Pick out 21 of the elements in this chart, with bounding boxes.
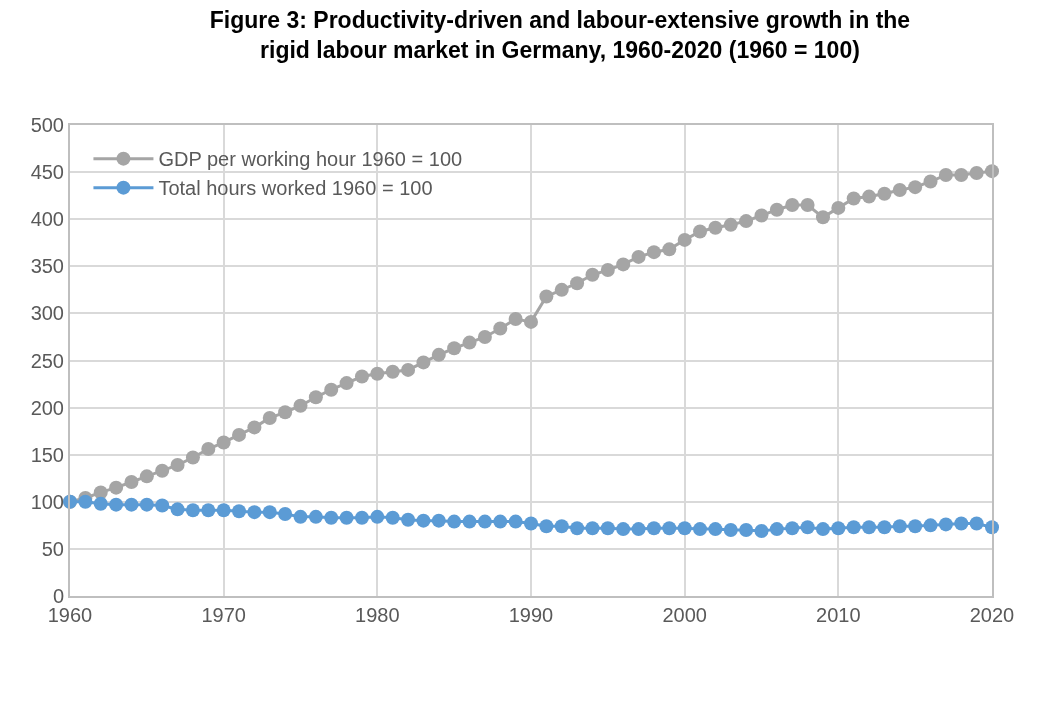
- y-tick-label: 150: [30, 443, 64, 466]
- legend-label: GDP per working hour 1960 = 100: [158, 148, 463, 171]
- y-tick-label: 500: [30, 114, 64, 136]
- x-tick-label: 1990: [508, 604, 554, 626]
- legend-label: Total hours worked 1960 = 100: [158, 177, 433, 200]
- x-tick-label: 2020: [969, 604, 1015, 626]
- y-tick-label: 250: [30, 349, 64, 372]
- x-tick-label: 2000: [662, 604, 707, 626]
- x-tick-label: 1970: [201, 604, 246, 626]
- y-tick-label: 50: [41, 537, 64, 560]
- y-tick-label: 450: [30, 161, 64, 184]
- y-tick-label: 0: [52, 585, 64, 607]
- y-tick-label: 300: [30, 302, 64, 325]
- y-tick-label: 350: [30, 255, 64, 278]
- x-tick-label: 1960: [47, 604, 93, 626]
- y-tick-label: 400: [30, 208, 64, 231]
- y-tick-label: 100: [30, 490, 64, 513]
- x-tick-label: 2010: [816, 604, 861, 626]
- y-tick-label: 200: [30, 396, 64, 419]
- chart-title: Figure 3: Productivity-driven and labour-extensive growth in the rigid labour market in Germany, 1960-2020 (1960 = 100): [209, 7, 911, 64]
- x-tick-label: 1980: [355, 604, 400, 626]
